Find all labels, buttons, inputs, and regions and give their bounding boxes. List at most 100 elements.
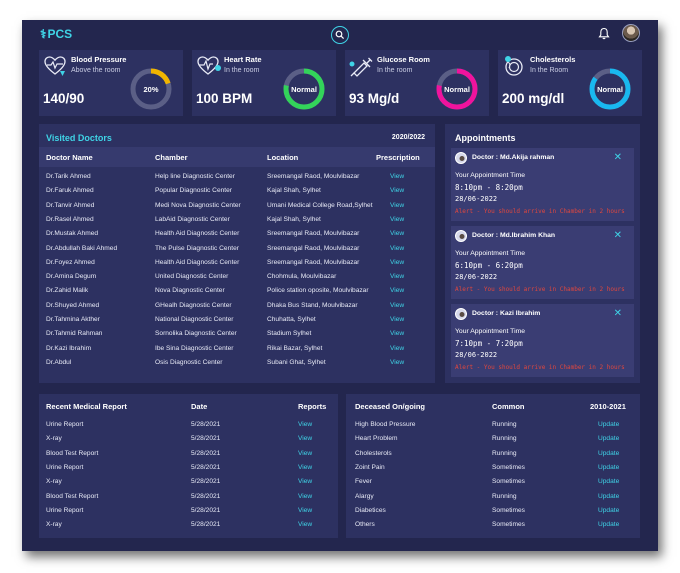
table-cell: Others (355, 521, 375, 529)
table-cell: Dr.Tanvir Ahmed (46, 201, 95, 209)
update-link[interactable]: Update (598, 478, 620, 486)
prescription-view-link[interactable]: View (390, 173, 405, 180)
table-cell: Police station oposite, Moulvibazar (267, 287, 369, 295)
prescription-view-link[interactable]: View (390, 187, 405, 195)
stat-donut-label: 20% (143, 85, 158, 94)
table-cell: Running (492, 449, 517, 457)
table-cell: Sometimes (492, 463, 525, 471)
report-view-link[interactable]: View (298, 506, 313, 514)
prescription-view-link[interactable]: View (390, 287, 405, 295)
table-row: Others Sometimes Update (346, 518, 640, 532)
prescription-view-link[interactable]: View (390, 316, 405, 323)
heart-pulse-icon (44, 56, 66, 76)
table-cell: Zoint Pain (355, 463, 385, 471)
appointment-date: 28/06-2022 (455, 351, 498, 359)
table-cell: Dr.Abdullah Baki Ahmed (46, 244, 118, 252)
prescription-view-link[interactable]: View (390, 215, 405, 223)
table-cell: Ibe Sina Diagnostic Center (155, 344, 234, 352)
column-header: Deceased On/going (355, 402, 426, 411)
table-cell: Blood Test Report (46, 492, 99, 500)
appointment-date: 28/06-2022 (455, 273, 498, 281)
stat-subtitle: In the room (377, 67, 413, 74)
table-cell: Dr.Rasel Ahmed (46, 215, 94, 223)
doctor-avatar (455, 230, 467, 242)
search-button[interactable] (331, 26, 349, 44)
table-row: Dr.Faruk Ahmed Popular Diagnostic Center K… (39, 184, 435, 198)
update-link[interactable]: Update (598, 492, 620, 500)
appointment-time: 6:10pm - 6:20pm (455, 261, 523, 270)
stat-donut: Normal (436, 68, 478, 110)
prescription-view-link[interactable]: View (390, 330, 405, 338)
table-cell: Sreemangal Raod, Moulvibazar (267, 258, 360, 266)
report-view-link[interactable]: View (298, 463, 313, 471)
appointment-doctor: Doctor : Kazi Ibrahim (472, 310, 541, 317)
report-view-link[interactable]: View (298, 478, 313, 486)
table-row: Heart Problem Running Update (346, 432, 640, 446)
table-cell: Running (492, 492, 517, 500)
update-link[interactable]: Update (598, 463, 620, 471)
table-row: Cholesterols Running Update (346, 447, 640, 461)
table-row: X-ray 5/28/2021 View (39, 518, 338, 532)
column-header: Date (191, 402, 208, 411)
app-logo[interactable]: ⚕PCS (40, 27, 72, 41)
prescription-view-link[interactable]: View (390, 273, 405, 281)
stat-value: 100 BPM (196, 91, 253, 106)
table-row: Dr.Amina Degum United Diagnostic Center Ch… (39, 270, 435, 284)
report-view-link[interactable]: View (298, 435, 313, 443)
table-cell: GHealh Diagnostic Center (155, 301, 232, 309)
report-view-link[interactable]: View (298, 521, 313, 529)
table-row: Dr.Abdul Osis Diagnostic Center Subani Gha… (39, 356, 435, 370)
table-row: High Blood Pressure Running Update (346, 418, 640, 432)
stat-card-heart-rate: Heart Rate In the room 100 BPM Normal (192, 50, 336, 116)
stat-donut-label: Normal (291, 85, 317, 94)
table-cell: Stadium Sylhet (267, 330, 312, 338)
doctor-avatar (455, 308, 467, 320)
table-cell: Blood Test Report (46, 449, 99, 457)
close-icon[interactable]: ✕ (613, 152, 622, 163)
table-cell: Dr.Kazi Ibrahim (46, 344, 92, 352)
user-avatar[interactable] (622, 24, 640, 42)
table-cell: Dr.Tahmid Rahman (46, 330, 103, 338)
prescription-view-link[interactable]: View (390, 301, 405, 309)
table-cell: Kajal Shah, Sylhet (267, 215, 321, 223)
table-cell: Sornolika Diagnostic Center (155, 330, 237, 338)
report-view-link[interactable]: View (298, 492, 313, 500)
prescription-view-link[interactable]: View (390, 201, 405, 209)
report-view-link[interactable]: View (298, 421, 313, 428)
update-link[interactable]: Update (598, 435, 620, 443)
close-icon[interactable]: ✕ (613, 308, 622, 319)
close-icon[interactable]: ✕ (613, 230, 622, 241)
appointment-date: 28/06-2022 (455, 195, 498, 203)
table-cell: Rikai Bazar, Sylhet (267, 344, 323, 352)
prescription-view-link[interactable]: View (390, 358, 405, 366)
table-row: Dr.Mustak Ahmed Health Aid Diagnostic Cen… (39, 227, 435, 241)
table-cell: 5/28/2021 (191, 521, 221, 529)
prescription-view-link[interactable]: View (390, 244, 405, 252)
table-row: Urine Report 5/28/2021 View (39, 461, 338, 475)
prescription-view-link[interactable]: View (390, 230, 405, 238)
table-cell: Heart Problem (355, 435, 398, 443)
table-cell: Sometimes (492, 478, 525, 486)
column-header: Chamber (155, 153, 188, 162)
appointments-title: Appointments (455, 133, 516, 143)
table-cell: Dr.Abdul (46, 358, 72, 366)
prescription-view-link[interactable]: View (390, 344, 405, 352)
stat-donut-label: Normal (444, 85, 470, 94)
stat-value: 200 mg/dl (502, 91, 565, 106)
logo-text: PCS (47, 27, 73, 41)
cholesterol-icon (505, 56, 523, 76)
update-link[interactable]: Update (598, 521, 620, 529)
prescription-view-link[interactable]: View (390, 258, 405, 266)
bell-icon[interactable] (598, 27, 610, 40)
table-row: X-ray 5/28/2021 View (39, 432, 338, 446)
update-link[interactable]: Update (598, 421, 620, 428)
update-link[interactable]: Update (598, 506, 620, 514)
table-row: Dr.Kazi Ibrahim Ibe Sina Diagnostic Cente… (39, 342, 435, 356)
doctors-table-header: Doctor Name Chamber Location Prescriptio… (39, 147, 435, 167)
table-cell: Dr.Mustak Ahmed (46, 230, 99, 238)
report-view-link[interactable]: View (298, 449, 313, 457)
appointment-label: Your Appointment Time (455, 172, 526, 179)
medical-cross-icon: ⚕ (40, 27, 47, 41)
table-cell: Dhaka Bus Stand, Moulvibazar (267, 301, 358, 309)
update-link[interactable]: Update (598, 449, 620, 457)
